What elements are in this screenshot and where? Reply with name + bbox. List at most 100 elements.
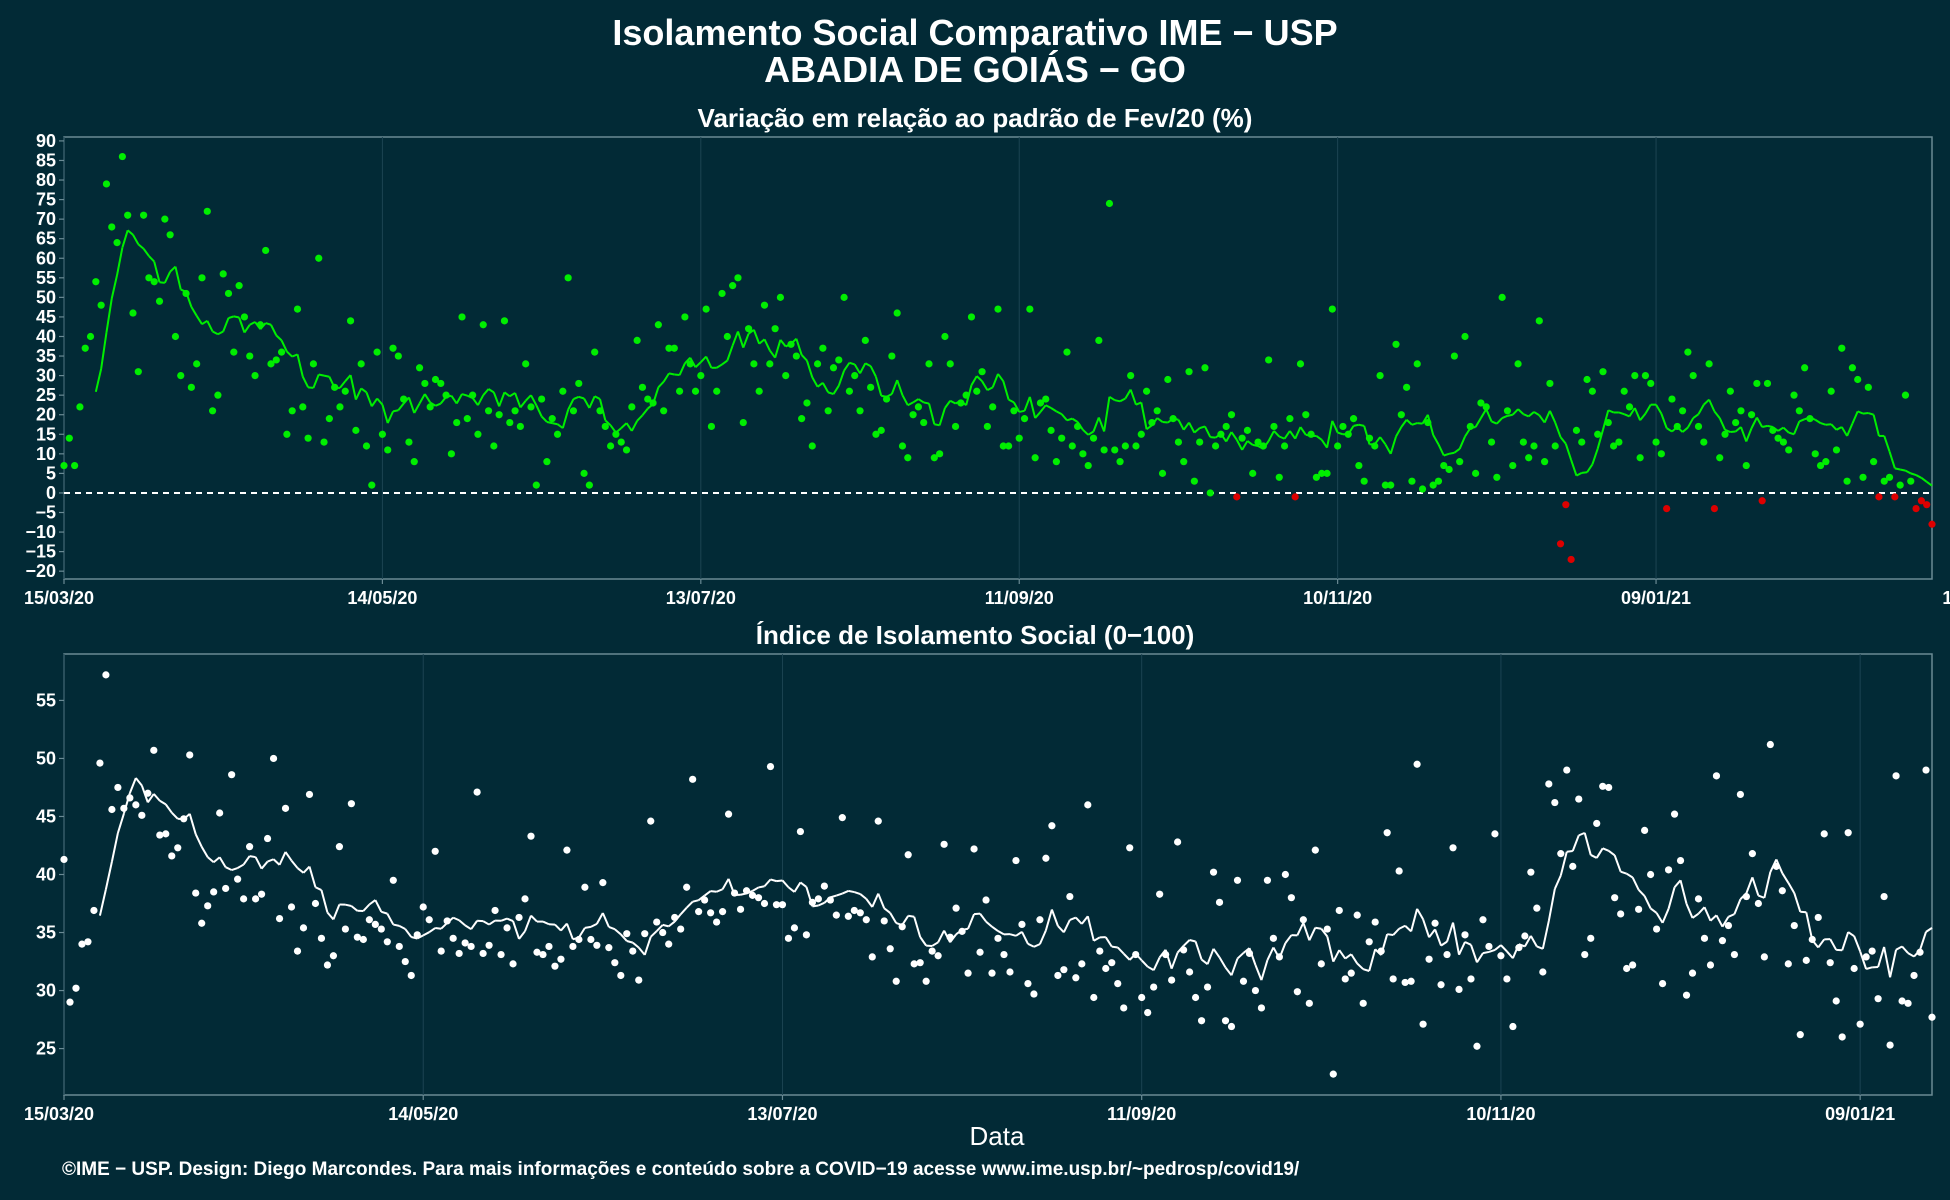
moving-average-segment (913, 916, 922, 938)
moving-average-segment (1793, 421, 1801, 435)
data-point (702, 305, 710, 313)
moving-average-segment (514, 392, 522, 408)
moving-average-segment (1586, 463, 1594, 473)
data-point (389, 344, 397, 352)
data-point (1716, 454, 1724, 462)
moving-average-segment (776, 879, 783, 883)
data-point (463, 415, 471, 423)
moving-average-segment (1781, 872, 1790, 884)
data-point (910, 960, 918, 968)
moving-average-segment (212, 330, 219, 336)
moving-average-segment (1242, 947, 1251, 954)
data-point (281, 804, 290, 812)
moving-average-segment (1626, 872, 1634, 879)
data-point (808, 442, 816, 450)
data-point (515, 913, 523, 922)
moving-average-segment (1596, 429, 1604, 450)
moving-average-segment (127, 229, 134, 236)
data-point (798, 415, 806, 423)
data-point (309, 360, 318, 368)
data-point (1206, 489, 1214, 497)
data-point (691, 387, 700, 395)
moving-average-segment (1206, 948, 1215, 965)
moving-average-segment (1464, 941, 1472, 946)
data-point (269, 754, 278, 763)
moving-average-segment (578, 395, 585, 400)
data-point (97, 301, 105, 309)
data-point (1652, 925, 1661, 933)
data-point (1684, 348, 1692, 356)
moving-average-segment (620, 422, 628, 429)
data-point (1243, 426, 1252, 434)
moving-average-segment (1501, 414, 1508, 419)
x-axis-label: Data (970, 1121, 1025, 1151)
moving-average-segment (817, 901, 825, 907)
data-point (653, 918, 661, 926)
moving-average-segment (323, 374, 330, 378)
moving-average-segment (458, 919, 466, 927)
moving-average-segment (565, 923, 574, 940)
data-point (371, 920, 379, 929)
moving-average-segment (1681, 426, 1689, 433)
data-point (124, 211, 132, 219)
x-tick-label: 13/07/20 (666, 588, 736, 608)
data-point (96, 759, 104, 767)
moving-average-segment (1894, 467, 1901, 471)
data-point (405, 438, 413, 446)
moving-average-segment (1218, 956, 1227, 969)
data-point (1114, 979, 1122, 988)
data-point (1784, 960, 1792, 968)
data-point (1493, 473, 1501, 481)
moving-average-segment (194, 833, 203, 848)
moving-average-segment (812, 904, 819, 908)
data-point (877, 426, 885, 434)
data-point (1706, 961, 1715, 969)
moving-average-segment (626, 940, 634, 944)
data-point (1418, 485, 1427, 493)
data-point (1328, 305, 1336, 313)
moving-average-segment (344, 374, 352, 382)
moving-average-segment (1294, 426, 1302, 440)
data-point (564, 274, 572, 282)
data-point (776, 293, 785, 301)
data-point (219, 270, 227, 278)
data-point (224, 289, 233, 298)
moving-average-segment (928, 403, 936, 425)
data-point (1774, 434, 1782, 442)
data-point (729, 282, 737, 290)
moving-average-segment (530, 394, 538, 406)
data-point (497, 950, 505, 959)
y-tick-label: 0 (46, 483, 56, 503)
data-point (819, 344, 827, 352)
moving-average-segment (1362, 968, 1370, 972)
moving-average-segment (1793, 892, 1802, 913)
data-point (1185, 968, 1194, 976)
data-point (734, 274, 742, 282)
moving-average-segment (1028, 396, 1037, 419)
x-tick-label: 11/09/20 (985, 588, 1054, 608)
data-point (1594, 430, 1602, 438)
data-point (951, 422, 960, 431)
data-point (304, 434, 312, 442)
data-point (144, 789, 152, 797)
data-point (1535, 317, 1543, 325)
moving-average-segment (1422, 918, 1431, 938)
data-point (394, 352, 402, 360)
data-point (814, 895, 822, 903)
moving-average-segment (991, 925, 999, 932)
data-point (490, 442, 498, 450)
data-point (461, 939, 469, 947)
data-point (1275, 473, 1283, 481)
data-point (1180, 458, 1188, 466)
data-point (1096, 947, 1104, 955)
moving-average-segment (1320, 928, 1329, 938)
data-point (203, 207, 211, 215)
moving-average-segment (698, 894, 706, 901)
y-tick-label: 25 (36, 1039, 56, 1059)
data-point (1766, 740, 1774, 749)
moving-average-segment (1846, 423, 1854, 437)
data-point (1479, 916, 1487, 924)
data-point (1389, 975, 1397, 983)
data-point (748, 891, 757, 899)
data-point (1233, 493, 1241, 501)
